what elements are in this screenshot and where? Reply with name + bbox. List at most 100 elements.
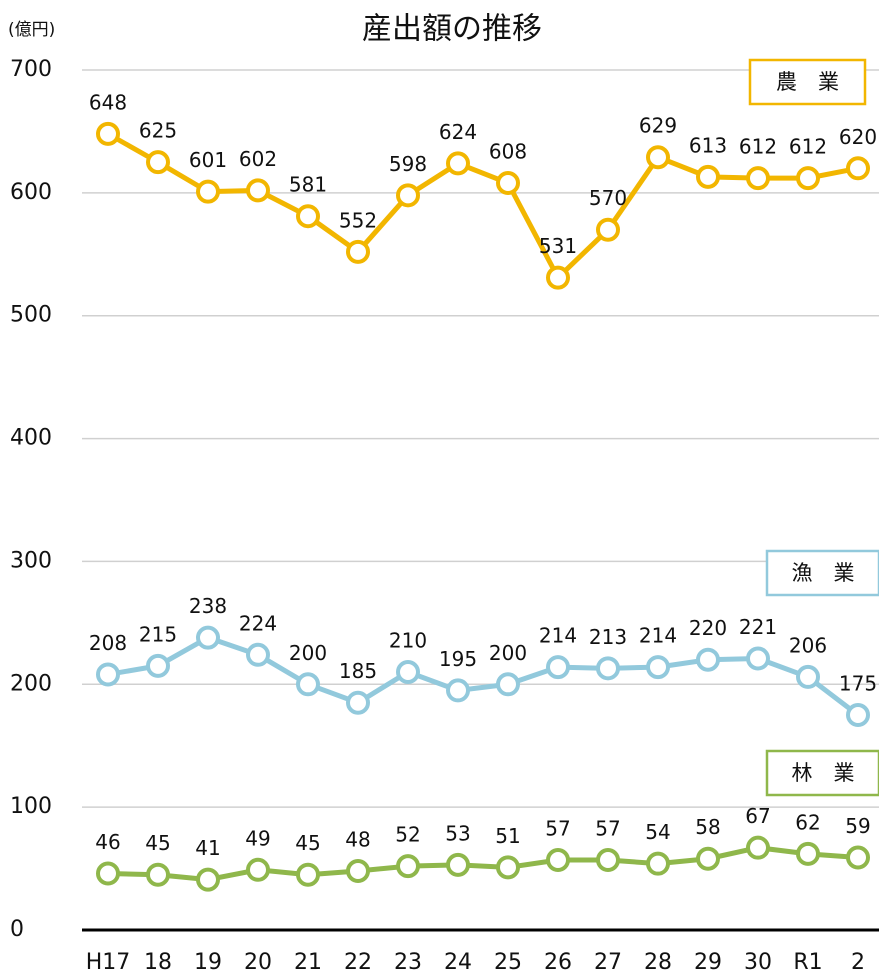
x-tick-label: 22 bbox=[344, 950, 372, 975]
legend-box bbox=[765, 549, 879, 597]
value-label: 602 bbox=[239, 147, 277, 171]
point bbox=[346, 859, 370, 884]
value-label: 624 bbox=[439, 120, 477, 144]
point bbox=[496, 171, 520, 196]
value-label: 185 bbox=[339, 659, 377, 683]
value-label: 215 bbox=[139, 622, 177, 646]
value-label: 601 bbox=[189, 148, 227, 172]
value-label: 570 bbox=[589, 186, 627, 210]
value-label: 57 bbox=[545, 816, 570, 840]
value-label: 629 bbox=[639, 114, 677, 138]
y-axis-label: (億円) bbox=[8, 20, 55, 40]
point bbox=[746, 646, 770, 671]
value-label: 52 bbox=[395, 823, 420, 847]
value-label: 581 bbox=[289, 173, 327, 197]
x-tick-label: R1 bbox=[793, 950, 822, 975]
value-label: 552 bbox=[339, 208, 377, 232]
value-label: 206 bbox=[789, 633, 827, 657]
value-label: 200 bbox=[289, 641, 327, 665]
x-tick-label: 28 bbox=[644, 950, 672, 975]
point bbox=[146, 862, 170, 887]
legend-box bbox=[748, 58, 867, 106]
point bbox=[196, 179, 220, 204]
value-label: 58 bbox=[695, 815, 720, 839]
y-tick-label: 300 bbox=[10, 548, 52, 573]
point bbox=[546, 847, 570, 872]
y-tick-label: 400 bbox=[10, 426, 52, 451]
point bbox=[696, 846, 720, 871]
legend-label: 漁 業 bbox=[792, 561, 855, 585]
point bbox=[746, 166, 770, 191]
value-label: 224 bbox=[239, 611, 277, 635]
point bbox=[146, 653, 170, 678]
value-label: 221 bbox=[739, 615, 777, 639]
x-tick-label: 26 bbox=[544, 950, 572, 975]
point bbox=[246, 178, 270, 203]
y-tick-label: 100 bbox=[10, 794, 52, 819]
y-tick-label: 500 bbox=[10, 303, 52, 328]
point bbox=[96, 662, 120, 687]
value-label: 208 bbox=[89, 631, 127, 655]
y-tick-label: 0 bbox=[10, 917, 24, 942]
point bbox=[196, 867, 220, 892]
x-tick-label: 20 bbox=[244, 950, 272, 975]
legend-label: 林 業 bbox=[792, 761, 855, 785]
x-tick-label: 18 bbox=[144, 950, 172, 975]
value-label: 62 bbox=[795, 810, 820, 834]
point bbox=[846, 845, 870, 870]
point bbox=[646, 655, 670, 680]
value-label: 41 bbox=[195, 836, 220, 860]
value-label: 214 bbox=[639, 624, 677, 648]
point bbox=[146, 150, 170, 175]
series-line bbox=[107, 845, 859, 883]
value-label: 67 bbox=[745, 804, 770, 828]
point bbox=[646, 851, 670, 876]
value-label: 200 bbox=[489, 641, 527, 665]
point bbox=[596, 656, 620, 681]
value-label: 46 bbox=[95, 830, 120, 854]
value-label: 49 bbox=[245, 826, 270, 850]
value-label: 51 bbox=[495, 824, 520, 848]
point bbox=[396, 660, 420, 684]
y-tick-label: 600 bbox=[10, 180, 52, 205]
series-line bbox=[106, 131, 859, 282]
value-label: 48 bbox=[345, 828, 370, 852]
value-label: 220 bbox=[689, 616, 727, 640]
chart-title: 産出額の推移 bbox=[362, 12, 542, 47]
point bbox=[96, 861, 120, 886]
value-label: 238 bbox=[189, 594, 227, 618]
x-tick-label: 23 bbox=[394, 950, 422, 975]
point bbox=[96, 121, 120, 146]
value-label: 54 bbox=[645, 820, 670, 844]
value-label: 195 bbox=[439, 647, 477, 671]
point bbox=[596, 847, 620, 872]
legend-label: 農 業 bbox=[776, 70, 839, 94]
point bbox=[196, 625, 220, 650]
value-label: 175 bbox=[839, 672, 877, 696]
point bbox=[396, 854, 420, 879]
value-label: 613 bbox=[689, 133, 727, 157]
value-label: 210 bbox=[389, 629, 427, 653]
value-label: 59 bbox=[845, 814, 870, 838]
series-line bbox=[107, 634, 860, 717]
value-label: 612 bbox=[739, 135, 777, 159]
point bbox=[496, 672, 520, 697]
x-tick-label: 27 bbox=[594, 950, 622, 975]
y-tick-label: 700 bbox=[10, 57, 52, 82]
value-label: 608 bbox=[489, 140, 527, 164]
x-tick-label: 21 bbox=[294, 950, 322, 975]
point bbox=[346, 690, 370, 715]
value-label: 612 bbox=[789, 135, 827, 159]
value-label: 214 bbox=[539, 624, 577, 648]
x-tick-label: 2 bbox=[851, 950, 865, 975]
point bbox=[546, 265, 570, 290]
x-tick-label: 30 bbox=[744, 950, 772, 975]
value-label: 45 bbox=[145, 831, 170, 855]
value-label: 620 bbox=[839, 125, 877, 149]
point bbox=[796, 166, 820, 191]
point bbox=[696, 647, 720, 672]
y-tick-label: 200 bbox=[10, 671, 52, 696]
x-tick-label: H17 bbox=[86, 950, 131, 975]
point bbox=[446, 678, 470, 703]
value-label: 45 bbox=[295, 831, 320, 855]
